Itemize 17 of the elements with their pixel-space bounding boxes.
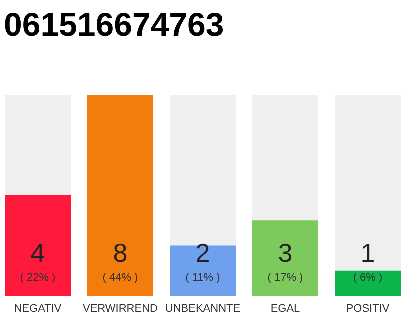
data-label: 4 bbox=[30, 238, 46, 268]
data-label: 2 bbox=[196, 238, 210, 268]
x-tick-label: UNBEKANNTE bbox=[165, 303, 241, 315]
annotation: ( 11% ) bbox=[186, 272, 220, 284]
x-tick-label: POSITIV bbox=[346, 303, 390, 315]
chart-title: 061516674763 bbox=[4, 6, 224, 43]
annotation: ( 22% ) bbox=[20, 272, 56, 284]
annotation: ( 44% ) bbox=[102, 272, 138, 284]
bar bbox=[335, 270, 401, 296]
x-tick-label: NEGATIV bbox=[14, 303, 62, 315]
data-label: 3 bbox=[278, 238, 293, 268]
annotation: ( 6% ) bbox=[353, 272, 383, 284]
data-label: 1 bbox=[360, 238, 376, 268]
x-tick-label: EGAL bbox=[270, 303, 300, 315]
annotation: ( 17% ) bbox=[268, 272, 304, 284]
data-label: 8 bbox=[113, 238, 128, 268]
x-tick-label: VERWIRREND bbox=[83, 303, 158, 315]
